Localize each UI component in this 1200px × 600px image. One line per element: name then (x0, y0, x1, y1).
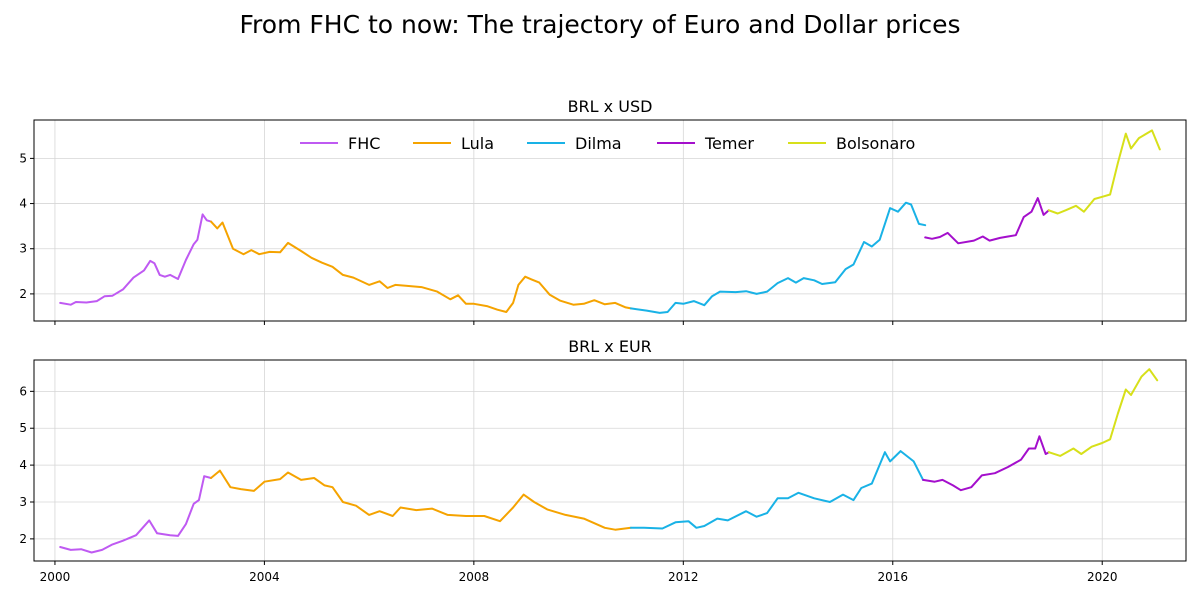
x-tick-label: 2008 (459, 570, 490, 584)
y-tick-label: 4 (19, 197, 27, 211)
grid-eur (34, 360, 1186, 561)
y-tick-label: 2 (19, 287, 27, 301)
panel-title-eur: BRL x EUR (568, 337, 652, 356)
frame-eur (33, 359, 1187, 562)
legend-label-dilma: Dilma (575, 134, 622, 153)
y-tick-label: 3 (19, 242, 27, 256)
panel-eur: BRL x EUR 2 3 4 5 6 2000 2004 2008 2012 2016 2020 (19, 337, 1187, 584)
series-line-bolsonaro (1047, 129, 1161, 215)
series-line-lula (210, 220, 632, 313)
series-line-lula (210, 469, 632, 531)
yticks-usd: 2 3 4 5 (19, 151, 34, 301)
y-tick-label: 5 (19, 421, 27, 435)
panel-title-usd: BRL x USD (568, 97, 653, 116)
grid-usd (34, 120, 1186, 321)
series-usd (59, 129, 1161, 314)
x-tick-label: 2012 (668, 570, 699, 584)
series-line-temer (922, 435, 1050, 492)
x-tick-label: 2004 (249, 570, 280, 584)
series-line-dilma (629, 450, 925, 530)
legend: FHC Lula Dilma Temer Bolsonaro (300, 134, 915, 153)
series-eur (59, 368, 1159, 554)
y-tick-label: 2 (19, 532, 27, 546)
y-tick-label: 4 (19, 458, 27, 472)
legend-label-lula: Lula (461, 134, 494, 153)
series-line-fhc (59, 475, 212, 554)
legend-label-bolsonaro: Bolsonaro (836, 134, 915, 153)
legend-label-fhc: FHC (348, 134, 380, 153)
xticks-usd (54, 321, 1103, 325)
x-tick-label: 2000 (40, 570, 71, 584)
x-tick-label: 2016 (877, 570, 908, 584)
series-line-dilma (629, 201, 927, 314)
series-line-fhc (59, 213, 212, 306)
legend-label-temer: Temer (704, 134, 754, 153)
y-tick-label: 3 (19, 495, 27, 509)
series-line-bolsonaro (1047, 368, 1159, 457)
figure-title: From FHC to now: The trajectory of Euro … (240, 10, 961, 39)
panel-usd: BRL x USD 2 3 4 5 FHC Lula Dilma Temer Bolsonar… (19, 97, 1187, 325)
frame-usd (33, 119, 1187, 322)
xticks-eur: 2000 2004 2008 2012 2016 2020 (40, 561, 1118, 584)
x-tick-label: 2020 (1087, 570, 1118, 584)
yticks-eur: 2 3 4 5 6 (19, 384, 34, 546)
series-line-temer (924, 197, 1050, 245)
y-tick-label: 6 (19, 384, 27, 398)
y-tick-label: 5 (19, 151, 27, 165)
